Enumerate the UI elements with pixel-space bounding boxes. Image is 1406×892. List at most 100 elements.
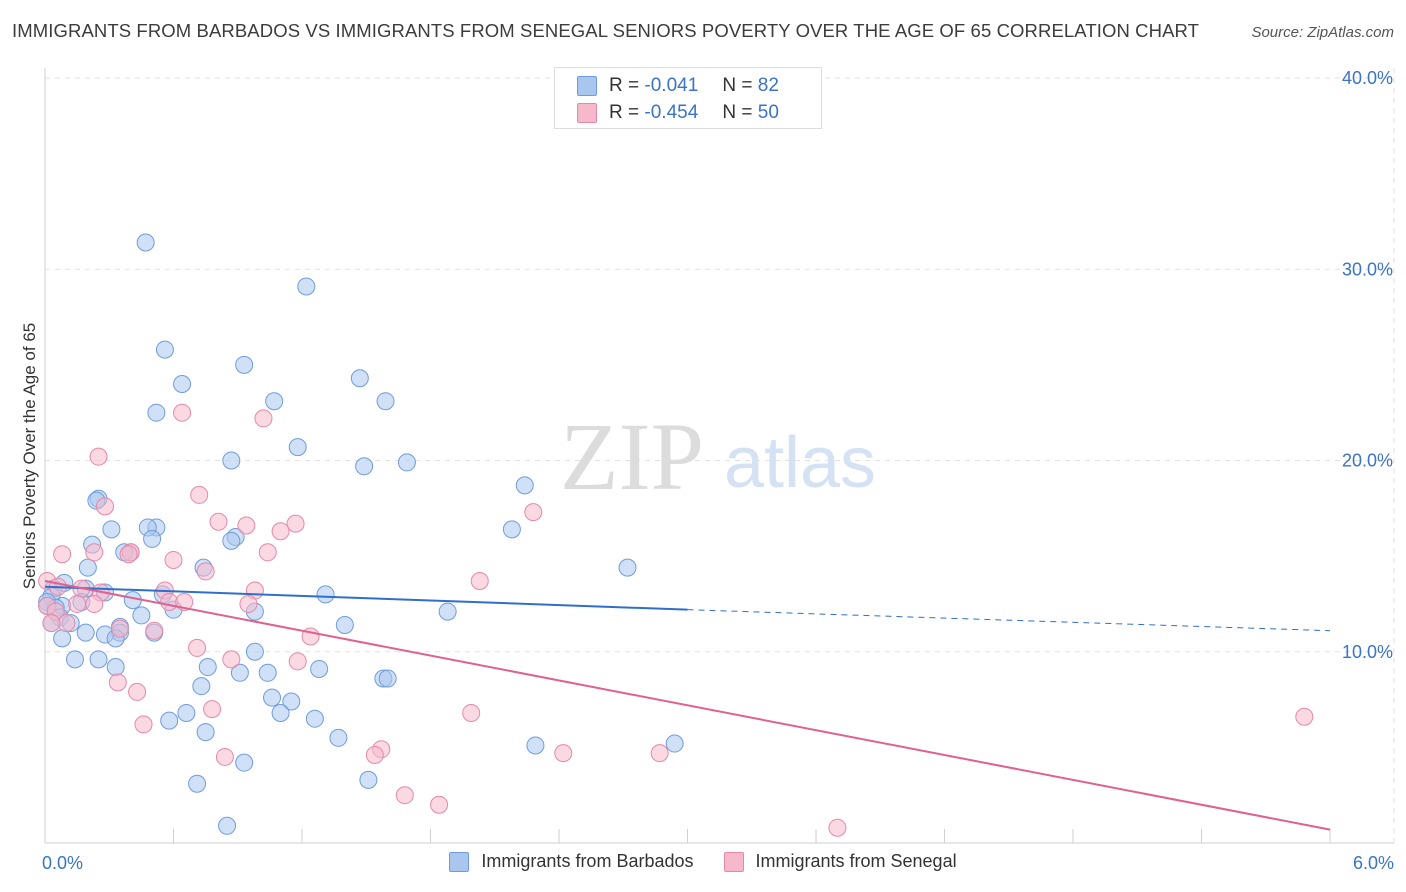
y-tick-label: 40.0%: [1342, 68, 1393, 88]
barbados-point: [102, 520, 121, 539]
senegal-point: [286, 514, 305, 533]
legend-n-value: 50: [757, 102, 779, 123]
trend-lines: [44, 580, 1331, 831]
axes: [44, 68, 1394, 844]
senegal-point: [188, 638, 207, 657]
senegal-point: [85, 594, 104, 613]
barbados-trend-line: [44, 585, 688, 611]
senegal-point: [470, 571, 489, 590]
legend-row-senegal: R = -0.454 N = 50: [577, 100, 779, 126]
watermark-zip: ZIP: [560, 403, 704, 510]
barbados-point: [350, 369, 369, 388]
senegal-point: [828, 818, 847, 837]
senegal-point: [128, 682, 147, 701]
senegal-point: [258, 543, 277, 562]
barbados-point: [222, 531, 241, 550]
senegal-point: [288, 652, 307, 671]
chart-title: IMMIGRANTS FROM BARBADOS VS IMMIGRANTS F…: [12, 20, 1200, 41]
barbados-point: [196, 723, 215, 742]
legend-r-label: R =: [609, 75, 640, 96]
senegal-point: [134, 715, 153, 734]
barbados-point: [265, 392, 284, 411]
y-tick-label: 10.0%: [1342, 642, 1393, 662]
correlation-legend: R = -0.041 N = 82 R = -0.454 N = 50: [554, 67, 822, 129]
senegal-point: [395, 786, 414, 805]
barbados-trend-extension: [687, 609, 1331, 632]
legend-r-value: -0.454: [644, 102, 699, 123]
barbados-point: [282, 692, 301, 711]
barbados-point: [65, 650, 84, 669]
senegal-point: [145, 621, 164, 640]
barbados-point: [618, 558, 637, 577]
barbados-point: [132, 606, 151, 625]
barbados-point: [376, 392, 395, 411]
barbados-point: [230, 663, 249, 682]
senegal-point: [524, 503, 543, 522]
senegal-point: [85, 543, 104, 562]
barbados-point: [665, 734, 684, 753]
barbados-point: [502, 520, 521, 539]
barbados-point: [235, 753, 254, 772]
barbados-point: [271, 703, 290, 722]
barbados-point: [316, 585, 335, 604]
barbados-point: [89, 650, 108, 669]
senegal-point: [237, 516, 256, 535]
barbados-point: [258, 663, 277, 682]
senegal-point: [42, 614, 61, 633]
senegal-point: [254, 409, 273, 428]
x-tick-label: 6.0%: [1353, 853, 1394, 873]
senegal-point: [95, 497, 114, 516]
series-legend-senegal[interactable]: Immigrants from Senegal: [723, 851, 957, 872]
senegal-point: [53, 545, 72, 564]
barbados-point: [76, 623, 95, 642]
senegal-point: [119, 545, 138, 564]
barbados-point: [297, 277, 316, 296]
barbados-point: [438, 602, 457, 621]
barbados-points: [38, 233, 684, 835]
senegal-trend-line: [44, 580, 1331, 831]
series-swatch-barbados: [449, 851, 470, 872]
legend-swatch-senegal: [577, 103, 597, 123]
senegal-point: [190, 485, 209, 504]
legend-r-value: -0.041: [644, 75, 699, 96]
senegal-point: [209, 512, 228, 531]
senegal-point: [215, 747, 234, 766]
barbados-point: [515, 476, 534, 495]
senegal-point: [203, 700, 222, 719]
barbados-point: [160, 711, 179, 730]
series-legend: Immigrants from Barbados Immigrants from…: [0, 851, 1406, 872]
barbados-point: [188, 774, 207, 793]
barbados-point: [359, 770, 378, 789]
senegal-point: [160, 593, 179, 612]
barbados-point: [222, 451, 241, 470]
legend-swatch-barbados: [577, 76, 597, 96]
senegal-point: [222, 650, 241, 669]
senegal-point: [650, 744, 669, 763]
barbados-point: [310, 659, 329, 678]
barbados-point: [143, 529, 162, 548]
senegal-point: [164, 550, 183, 569]
barbados-point: [335, 615, 354, 634]
legend-r-label: R =: [609, 102, 640, 123]
senegal-point: [271, 522, 290, 541]
barbados-point: [263, 688, 282, 707]
barbados-point: [305, 709, 324, 728]
series-swatch-senegal: [723, 851, 744, 872]
senegal-point: [554, 744, 573, 763]
barbados-point: [147, 403, 166, 422]
barbados-point: [78, 558, 97, 577]
senegal-point: [430, 795, 449, 814]
legend-n-label: N =: [722, 102, 753, 123]
watermark-atlas: atlas: [724, 423, 876, 503]
barbados-point: [397, 453, 416, 472]
series-legend-barbados[interactable]: Immigrants from Barbados: [449, 851, 694, 872]
barbados-point: [329, 728, 348, 747]
senegal-point: [68, 594, 87, 613]
senegal-point: [1295, 707, 1314, 726]
senegal-point: [462, 703, 481, 722]
tick-labels: 10.0% 20.0% 30.0% 40.0% 0.0% 6.0%: [42, 68, 1394, 873]
senegal-point: [57, 614, 76, 633]
barbados-point: [235, 355, 254, 374]
series-name-senegal: Immigrants from Senegal: [755, 851, 957, 871]
senegal-point: [196, 562, 215, 581]
